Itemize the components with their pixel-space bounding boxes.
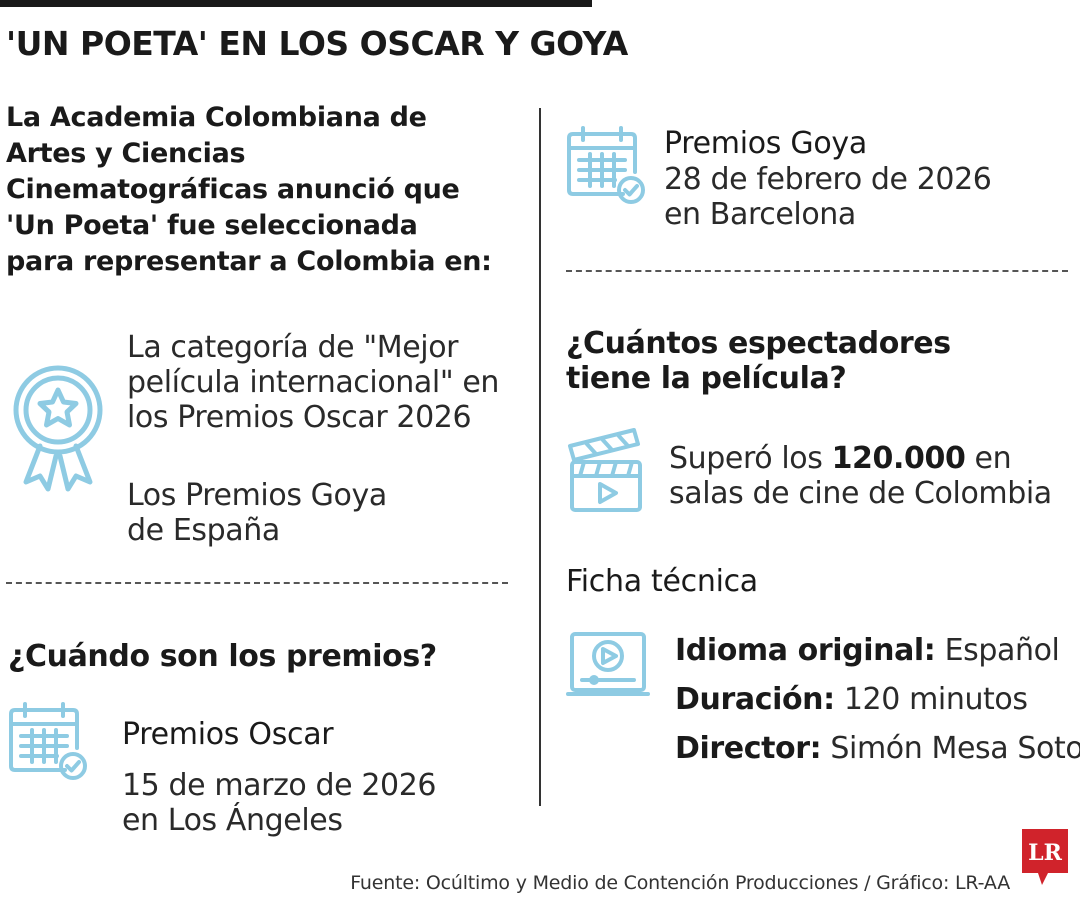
- ficha-value: Simón Mesa Soto: [830, 731, 1080, 766]
- clapperboard-icon: [566, 424, 648, 516]
- ficha-label: Duración:: [675, 682, 835, 717]
- oscar-category-line: La categoría de "Mejor: [127, 330, 459, 365]
- ficha-label: Director:: [675, 731, 822, 766]
- ficha-row: Duración: 120 minutos: [675, 675, 1080, 724]
- ficha-heading: Ficha técnica: [566, 564, 758, 599]
- spectators-heading: ¿Cuántos espectadores tiene la película?: [566, 326, 951, 396]
- intro-line: 'Un Poeta' fue seleccionada: [6, 210, 418, 241]
- divider: [566, 270, 1068, 272]
- goya-date: 28 de febrero de 2026: [664, 162, 992, 197]
- medal-icon: [10, 364, 110, 494]
- goya-category: Los Premios Goya de España: [127, 478, 387, 548]
- divider: [6, 582, 508, 584]
- intro-text: La Academia Colombiana de Artes y Cienci…: [6, 100, 526, 280]
- ficha-row: Idioma original: Español: [675, 626, 1080, 675]
- lr-logo-text: LR: [1028, 840, 1062, 866]
- spectators-suffix: en: [965, 441, 1012, 476]
- spectators-heading-line: tiene la película?: [566, 361, 847, 396]
- oscar-category-line: película internacional" en: [127, 365, 500, 400]
- goya-category-line: de España: [127, 513, 280, 548]
- ficha-value: 120 minutos: [843, 682, 1028, 717]
- spectators-heading-line: ¿Cuántos espectadores: [566, 326, 951, 361]
- oscar-place: en Los Ángeles: [122, 803, 343, 838]
- spectators-prefix: Superó los: [669, 441, 832, 476]
- calendar-check-icon: [7, 700, 89, 782]
- lr-logo: LR: [1022, 829, 1068, 887]
- page-title: 'UN POETA' EN LOS OSCAR Y GOYA: [6, 24, 628, 63]
- ficha-row: Director: Simón Mesa Soto: [675, 724, 1080, 773]
- goya-name: Premios Goya: [664, 126, 867, 161]
- goya-place: en Barcelona: [664, 197, 856, 232]
- intro-line: La Academia Colombiana de: [6, 102, 427, 133]
- source-note: Fuente: Ocúltimo y Medio de Contención P…: [350, 872, 1010, 894]
- oscar-name: Premios Oscar: [122, 717, 334, 752]
- column-divider: [539, 108, 541, 806]
- intro-line: Artes y Ciencias: [6, 138, 246, 169]
- ficha-label: Idioma original:: [675, 633, 936, 668]
- intro-line: para representar a Colombia en:: [6, 246, 492, 277]
- calendar-check-icon: [565, 124, 647, 206]
- oscar-category-line: los Premios Oscar 2026: [127, 400, 472, 435]
- when-heading: ¿Cuándo son los premios?: [8, 639, 437, 674]
- oscar-date: 15 de marzo de 2026: [122, 768, 437, 803]
- spectators-line: Superó los 120.000 en: [669, 441, 1052, 476]
- oscar-when: Premios Oscar 15 de marzo de 2026 en Los…: [122, 717, 437, 838]
- ficha-list: Idioma original: Español Duración: 120 m…: [675, 626, 1080, 773]
- goya-category-line: Los Premios Goya: [127, 478, 387, 513]
- spectators-text: Superó los 120.000 en salas de cine de C…: [669, 441, 1052, 511]
- spectators-number: 120.000: [831, 441, 966, 476]
- video-player-icon: [566, 630, 652, 702]
- goya-when: Premios Goya 28 de febrero de 2026 en Ba…: [664, 126, 992, 232]
- top-rule: [0, 0, 592, 7]
- spectators-line: salas de cine de Colombia: [669, 476, 1052, 511]
- intro-line: Cinematográficas anunció que: [6, 174, 460, 205]
- ficha-value: Español: [944, 633, 1060, 668]
- oscar-category: La categoría de "Mejor película internac…: [127, 330, 499, 435]
